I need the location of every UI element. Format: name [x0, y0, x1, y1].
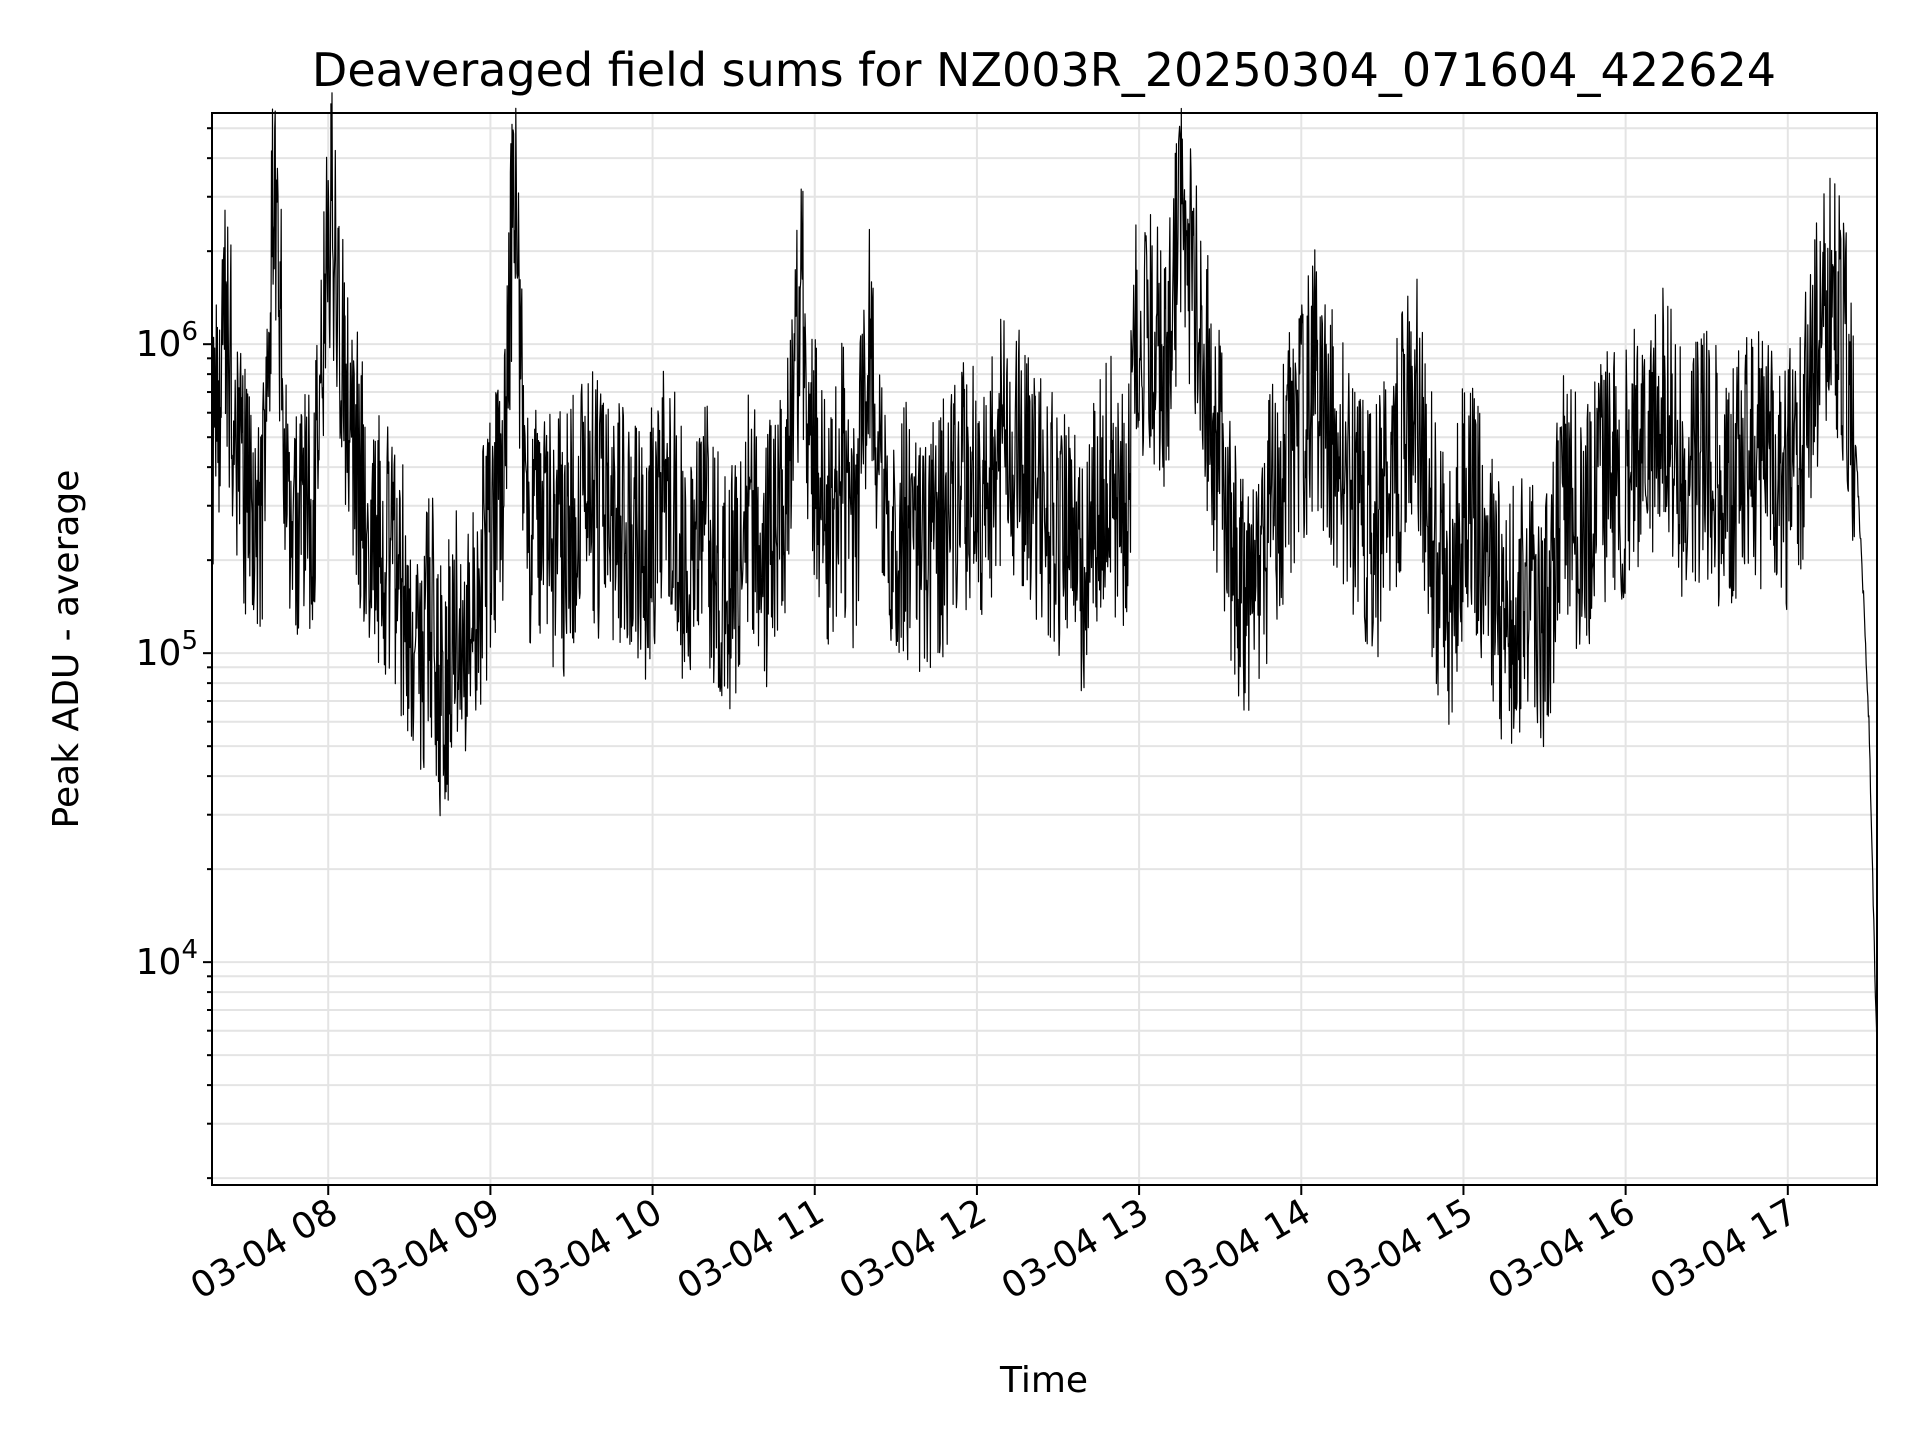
y-tick-label: 104: [136, 935, 198, 983]
y-tick-label: 106: [136, 317, 198, 365]
series-line: [212, 93, 1877, 1055]
x-tick-label: 03-04 09: [346, 1191, 507, 1307]
x-axis-label: Time: [999, 1360, 1088, 1401]
x-tick-label: 03-04 14: [1157, 1191, 1318, 1307]
series-group: [212, 93, 1877, 1055]
y-axis: 104 105 106: [136, 128, 212, 1178]
x-tick-label: 03-04 17: [1644, 1191, 1805, 1307]
x-tick-label: 03-04 12: [833, 1191, 994, 1307]
x-tick-label: 03-04 10: [508, 1191, 669, 1307]
chart-title: Deaveraged field sums for NZ003R_2025030…: [312, 43, 1776, 97]
y-axis-label: Peak ADU - average: [46, 470, 87, 829]
x-tick-label: 03-04 08: [184, 1191, 345, 1307]
x-tick-label: 03-04 15: [1319, 1191, 1480, 1307]
x-tick-label: 03-04 13: [995, 1191, 1156, 1307]
y-tick-label: 105: [136, 626, 198, 674]
x-tick-label: 03-04 16: [1481, 1191, 1642, 1307]
x-tick-label: 03-04 11: [671, 1191, 832, 1307]
chart: Deaveraged field sums for NZ003R_2025030…: [0, 0, 1920, 1440]
x-axis: 03-04 08 03-04 09 03-04 10 03-04 11 03-04 12…: [184, 1185, 1804, 1308]
